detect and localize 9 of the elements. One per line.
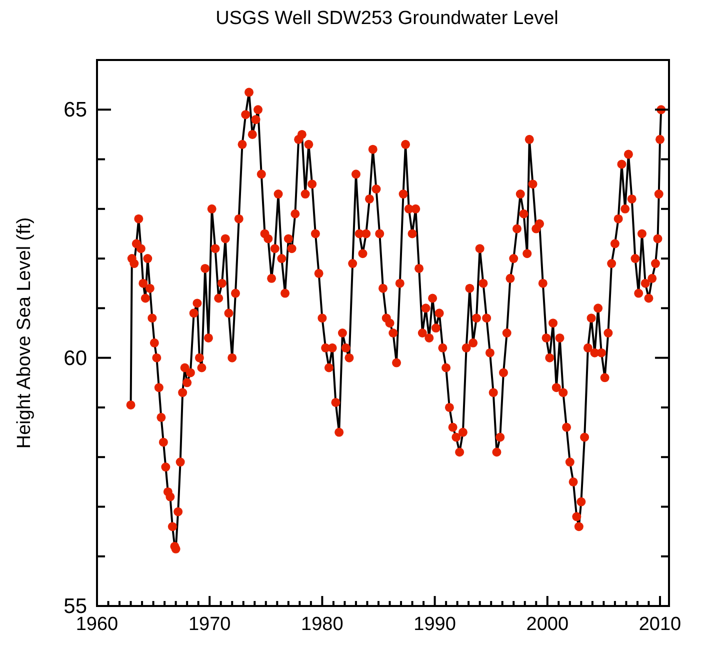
y-tick-label: 60: [64, 346, 87, 370]
x-tick-label: 2000: [526, 614, 569, 635]
x-tick-label: 1970: [188, 614, 231, 635]
x-tick-label: 1990: [414, 614, 456, 635]
y-axis-title: Height Above Sea Level (ft): [14, 217, 35, 449]
chart-title: USGS Well SDW253 Groundwater Level: [216, 8, 558, 29]
x-tick-label: 2010: [638, 614, 682, 635]
x-tick-label: 1980: [301, 614, 344, 635]
y-tick-label: 65: [64, 98, 87, 122]
